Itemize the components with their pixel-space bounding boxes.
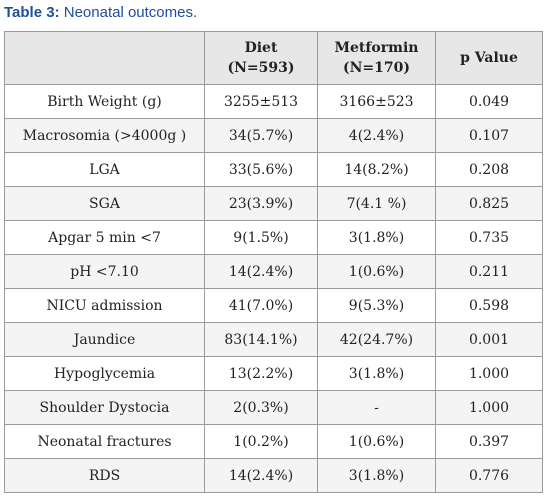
cell-outcome: Macrosomia (>4000g ): [4, 118, 205, 153]
cell-metformin: 1(0.6%): [317, 254, 436, 289]
cell-diet: 33(5.6%): [204, 152, 318, 187]
cell-diet: 34(5.7%): [204, 118, 318, 153]
table-row: Jaundice 83(14.1%) 42(24.7%) 0.001: [4, 322, 543, 357]
cell-p-value: 0.001: [435, 322, 543, 357]
cell-diet: 41(7.0%): [204, 288, 318, 323]
table-row: SGA 23(3.9%) 7(4.1 %) 0.825: [4, 186, 543, 221]
header-p-value: p Value: [435, 31, 543, 85]
table-row: Neonatal fractures 1(0.2%) 1(0.6%) 0.397: [4, 424, 543, 459]
table-row: NICU admission 41(7.0%) 9(5.3%) 0.598: [4, 288, 543, 323]
cell-metformin: 4(2.4%): [317, 118, 436, 153]
cell-outcome: pH <7.10: [4, 254, 205, 289]
cell-metformin: 14(8.2%): [317, 152, 436, 187]
cell-metformin: 3(1.8%): [317, 220, 436, 255]
cell-p-value: 0.107: [435, 118, 543, 153]
cell-metformin: 42(24.7%): [317, 322, 436, 357]
neonatal-outcomes-table: Diet (N=593) Metformin (N=170) p Value B…: [4, 31, 543, 493]
cell-outcome: Hypoglycemia: [4, 356, 205, 391]
header-metformin-label: Metformin: [334, 40, 419, 56]
cell-p-value: 0.776: [435, 458, 543, 493]
header-diet-n: (N=593): [227, 60, 295, 76]
cell-metformin: 9(5.3%): [317, 288, 436, 323]
table-row: LGA 33(5.6%) 14(8.2%) 0.208: [4, 152, 543, 187]
cell-p-value: 1.000: [435, 356, 543, 391]
cell-metformin: 7(4.1 %): [317, 186, 436, 221]
cell-p-value: 0.598: [435, 288, 543, 323]
cell-outcome: NICU admission: [4, 288, 205, 323]
cell-diet: 9(1.5%): [204, 220, 318, 255]
cell-diet: 13(2.2%): [204, 356, 318, 391]
cell-diet: 3255±513: [204, 84, 318, 119]
cell-metformin: 3166±523: [317, 84, 436, 119]
cell-outcome: Shoulder Dystocia: [4, 390, 205, 425]
cell-p-value: 0.825: [435, 186, 543, 221]
table-caption: Table 3: Neonatal outcomes.: [4, 3, 197, 23]
table-header: Diet (N=593) Metformin (N=170) p Value: [4, 31, 543, 85]
cell-diet: 14(2.4%): [204, 254, 318, 289]
header-row: Diet (N=593) Metformin (N=170) p Value: [4, 31, 543, 85]
table-body: Birth Weight (g) 3255±513 3166±523 0.049 Mac…: [4, 84, 543, 493]
cell-outcome: Neonatal fractures: [4, 424, 205, 459]
table-row: RDS 14(2.4%) 3(1.8%) 0.776: [4, 458, 543, 493]
cell-outcome: SGA: [4, 186, 205, 221]
table-row: Hypoglycemia 13(2.2%) 3(1.8%) 1.000: [4, 356, 543, 391]
cell-p-value: 1.000: [435, 390, 543, 425]
cell-diet: 23(3.9%): [204, 186, 318, 221]
header-diet-label: Diet: [244, 40, 278, 56]
cell-metformin: 3(1.8%): [317, 458, 436, 493]
cell-outcome: Birth Weight (g): [4, 84, 205, 119]
cell-diet: 83(14.1%): [204, 322, 318, 357]
cell-diet: 2(0.3%): [204, 390, 318, 425]
cell-metformin: -: [317, 390, 436, 425]
cell-diet: 14(2.4%): [204, 458, 318, 493]
cell-p-value: 0.208: [435, 152, 543, 187]
table-row: pH <7.10 14(2.4%) 1(0.6%) 0.211: [4, 254, 543, 289]
cell-outcome: RDS: [4, 458, 205, 493]
table-row: Macrosomia (>4000g ) 34(5.7%) 4(2.4%) 0.107: [4, 118, 543, 153]
cell-p-value: 0.735: [435, 220, 543, 255]
table-row: Birth Weight (g) 3255±513 3166±523 0.049: [4, 84, 543, 119]
header-diet: Diet (N=593): [204, 31, 318, 85]
cell-diet: 1(0.2%): [204, 424, 318, 459]
cell-outcome: Jaundice: [4, 322, 205, 357]
cell-outcome: Apgar 5 min <7: [4, 220, 205, 255]
header-metformin: Metformin (N=170): [317, 31, 436, 85]
header-outcome: [4, 31, 205, 85]
cell-p-value: 0.049: [435, 84, 543, 119]
caption-label: Table 3:: [4, 4, 60, 21]
cell-p-value: 0.211: [435, 254, 543, 289]
cell-metformin: 3(1.8%): [317, 356, 436, 391]
cell-outcome: LGA: [4, 152, 205, 187]
table-row: Apgar 5 min <7 9(1.5%) 3(1.8%) 0.735: [4, 220, 543, 255]
table-row: Shoulder Dystocia 2(0.3%) -1.000: [4, 390, 543, 425]
header-metformin-n: (N=170): [343, 60, 410, 76]
cell-metformin: 1(0.6%): [317, 424, 436, 459]
cell-p-value: 0.397: [435, 424, 543, 459]
caption-text: Neonatal outcomes.: [59, 4, 198, 21]
